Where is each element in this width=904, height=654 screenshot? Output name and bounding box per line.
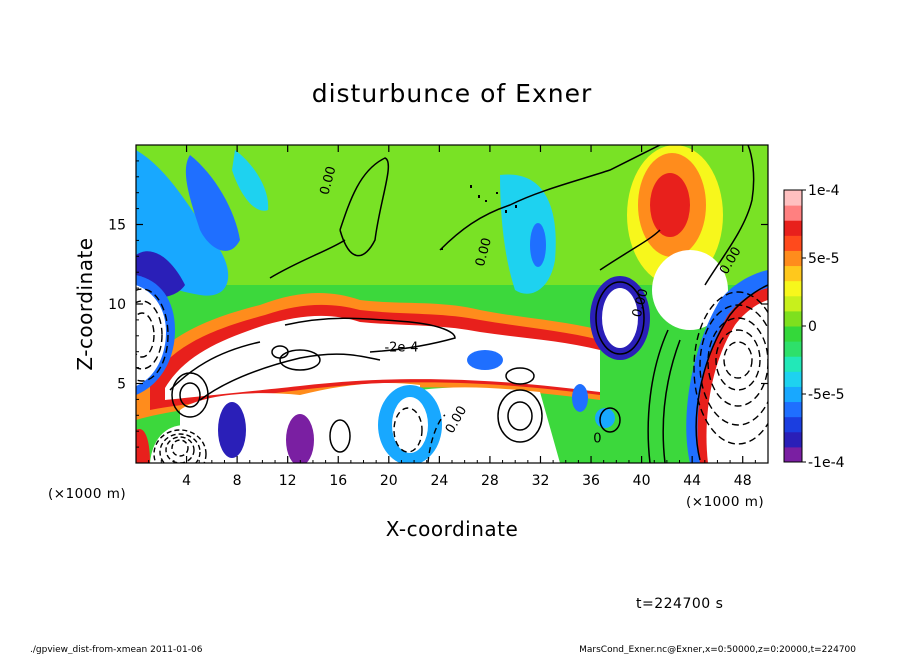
colorbar-swatch [784, 310, 802, 327]
blob-low-4 [467, 350, 503, 370]
contour-label: 0.00 [630, 287, 652, 319]
colorbar-swatch [784, 250, 802, 267]
x-ticks: 4 8 12 16 20 24 28 32 36 40 44 48 [148, 145, 756, 489]
colorbar-swatch [784, 235, 802, 251]
colorbar-tick-label: -1e-4 [808, 455, 845, 471]
colorbar-swatch [784, 265, 802, 282]
colorbar-swatch [784, 401, 802, 418]
contour-label: 0.00 [318, 165, 340, 197]
colorbar [784, 190, 802, 463]
colorbar-swatch [784, 446, 802, 463]
contour-label: 0 [593, 431, 601, 446]
y-tick-label: 15 [108, 218, 126, 234]
y-tick-label: 5 [117, 377, 126, 393]
colorbar-swatch [784, 431, 802, 448]
y-tick-label: 10 [108, 297, 126, 313]
contours-negative-left [136, 288, 169, 382]
low-oval-inner [602, 288, 638, 348]
contour-label: 0.00 [473, 236, 495, 268]
colorbar-swatch [784, 371, 802, 387]
y-ticks: 5 10 15 [108, 160, 768, 448]
contours-dashed-lower [393, 407, 446, 463]
x-tick-label: 4 [182, 473, 191, 489]
colorbar-tick-label: 1e-4 [808, 183, 840, 199]
left-bottom-ring [136, 429, 150, 463]
lower-white-mid [420, 387, 560, 463]
colorbar-ticks: 1e-4 5e-5 0 -5e-5 -1e-4 [802, 183, 845, 471]
x-tick-label: 44 [683, 473, 701, 489]
colorbar-swatch [784, 416, 802, 433]
blob-low-6 [595, 408, 615, 428]
colorbar-tick-label: -5e-5 [808, 387, 845, 403]
contour-label: -2e-4 [384, 341, 418, 356]
x-axis-label: X-coordinate [386, 517, 519, 541]
x-tick-label: 32 [532, 473, 550, 489]
x-tick-label: 28 [481, 473, 499, 489]
time-label: t=224700 s [636, 596, 723, 612]
chart-title: disturbunce of Exner [312, 79, 593, 108]
script-label: ./gpview_dist-from-xmean 2011-01-06 [30, 645, 203, 654]
blob-low-5 [572, 384, 588, 412]
contours-negative-bottom-left [153, 429, 207, 463]
x-tick-label: 20 [380, 473, 398, 489]
left-vortex-white [136, 285, 166, 386]
colorbar-swatch [784, 280, 802, 297]
source-label: MarsCond_Exner.nc@Exner,x=0:50000,z=0:20… [579, 645, 856, 654]
x-tick-label: 36 [582, 473, 600, 489]
plot-area: 0.000.000.000.000.00-2e-40 [136, 145, 768, 463]
colorbar-tick-label: 0 [808, 319, 817, 335]
colorbar-swatch [784, 190, 802, 206]
neg-region-mid-core [530, 223, 546, 267]
blob-low-1 [218, 402, 246, 458]
x-unit-right: (×1000 m) [686, 494, 764, 510]
x-unit-left: (×1000 m) [48, 486, 126, 502]
colorbar-swatch [784, 326, 802, 342]
right-vortex-white [706, 300, 768, 463]
plume-base-white [652, 250, 728, 330]
x-tick-label: 24 [430, 473, 448, 489]
x-tick-label: 48 [734, 473, 752, 489]
colorbar-swatch [784, 341, 802, 357]
colorbar-swatch [784, 205, 802, 221]
positive-core-white [165, 315, 600, 400]
contours-solid [169, 145, 768, 463]
x-tick-label: 40 [633, 473, 651, 489]
stipple-dots [441, 185, 517, 250]
y-axis-label: Z-coordinate [73, 237, 97, 370]
blob-low-3-core [392, 397, 428, 453]
x-tick-label: 12 [279, 473, 297, 489]
colorbar-swatch [784, 295, 802, 312]
x-tick-label: 8 [233, 473, 242, 489]
colorbar-swatch [784, 220, 802, 236]
neg-streak-1 [185, 155, 240, 251]
x-tick-label: 16 [329, 473, 347, 489]
neg-streak-2 [232, 150, 269, 211]
colorbar-swatch [784, 356, 802, 372]
colorbar-swatch [784, 386, 802, 403]
colorbar-tick-label: 5e-5 [808, 251, 839, 267]
blob-low-2 [286, 414, 314, 463]
plume-inner [650, 173, 690, 237]
